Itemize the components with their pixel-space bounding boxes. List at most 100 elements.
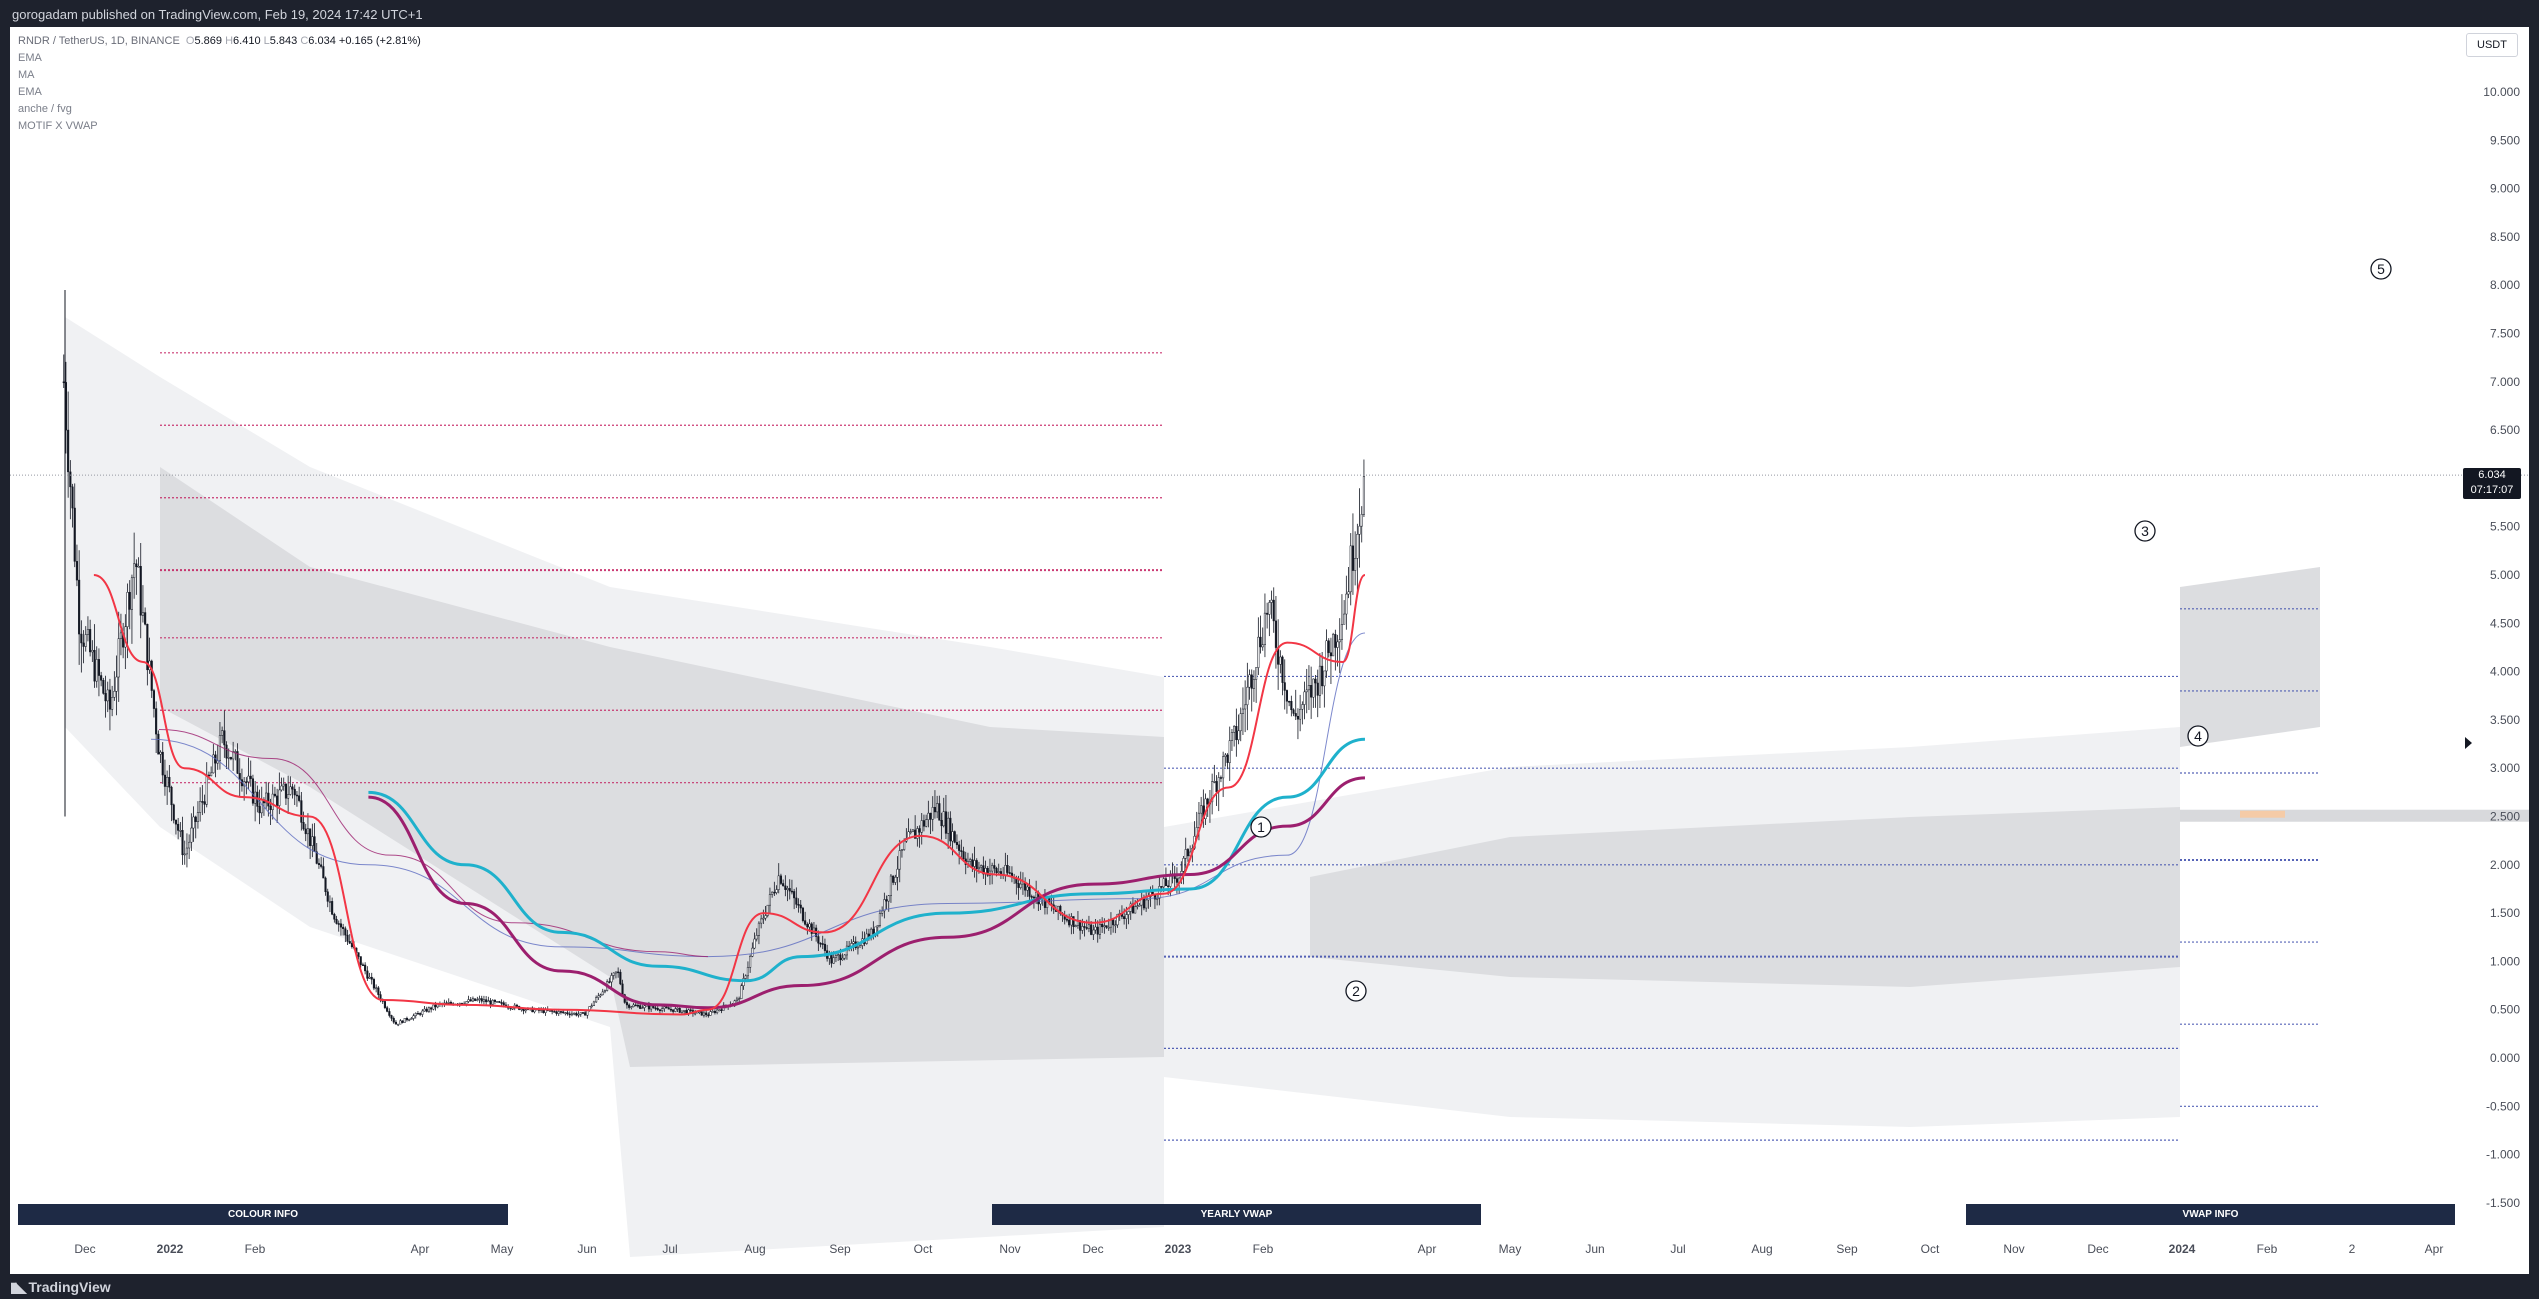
x-tick-14: Apr [1418,1242,1437,1256]
candle-body [911,829,914,832]
y-tick-21: -0.500 [2486,1099,2520,1113]
candle-body [423,1008,426,1012]
candle-body [218,735,221,762]
indicator-ema-1[interactable]: EMA [18,52,42,64]
indicator-fvg[interactable]: anche / fvg [18,103,72,115]
y-tick-11: 4.500 [2490,616,2520,630]
indicator-vwap[interactable]: MOTIF X VWAP [18,120,98,132]
candle-body [577,1013,580,1016]
indicator-ma[interactable]: MA [18,69,35,81]
candle-body [634,1004,637,1007]
wave-label-1: 1 [1250,816,1272,838]
candle [922,814,925,832]
price-chart[interactable]: 10.0009.5009.0008.5008.0007.5007.0006.50… [10,27,2529,1274]
candle-body [155,708,158,735]
symbol-title[interactable]: RNDR / TetherUS, 1D, BINANCE [18,35,180,47]
wave-number: 2 [1352,983,1360,999]
candle [386,1005,389,1013]
x-tick-12: 2023 [1165,1242,1192,1256]
candle [430,1006,433,1013]
x-tick-19: Sep [1836,1242,1858,1256]
vwap-thin-line [151,632,1366,958]
currency-button[interactable]: USDT [2466,33,2518,57]
candle [837,953,840,961]
candle [498,1000,501,1003]
yearly-vwap-button[interactable]: YEARLY VWAP [992,1204,1481,1225]
candle-body [801,907,804,921]
candle-body [1070,916,1073,926]
high-value: 6.410 [233,35,261,47]
candle [302,811,305,831]
candle-body [493,999,496,1002]
candle-body [249,775,252,779]
candle [797,898,800,913]
candle [1274,595,1277,669]
candle-body [771,891,774,895]
candle-body [311,836,314,846]
candle-body [1026,886,1029,891]
colour-info-button[interactable]: COLOUR INFO [18,1204,508,1225]
candle-body [766,904,769,916]
candle [892,875,895,886]
candle-body [1351,545,1354,571]
candle [986,866,989,877]
candle-body [276,795,279,806]
candle [144,607,147,626]
candle [78,550,81,665]
candle [282,777,285,791]
candle-body [370,976,373,980]
candle [1277,619,1280,690]
candle-body [628,1004,631,1008]
candle [894,874,897,886]
tradingview-logo[interactable]: ▮◣ TradingView [10,1279,111,1296]
x-tick-22: Dec [2087,1242,2108,1256]
candle-body [639,1005,642,1009]
candle-body [113,691,116,698]
candle-body [295,794,298,797]
chart-frame[interactable]: 10.000 9.500 9.000 8.500 8.000 7.500 7.000 6.50… [10,27,2529,1274]
candle [1096,920,1099,943]
candle-body [80,633,83,644]
vwap-info-button[interactable]: VWAP INFO [1966,1204,2455,1225]
candle-body [342,926,345,929]
candle-body [335,918,338,924]
indicator-ema-2[interactable]: EMA [18,86,42,98]
candle-body [553,1011,556,1013]
candle-body [146,623,149,671]
candle-body [1307,685,1310,691]
candle [1145,891,1148,912]
candle-body [823,943,826,951]
candle [106,681,109,713]
publish-bar: gorogadam published on TradingView.com, … [0,0,2539,27]
candle-body [1279,656,1282,665]
candle-body [1081,926,1084,931]
candle-body [559,1011,562,1013]
candle-body [1083,926,1086,928]
candle-body [106,689,109,702]
candle [1248,669,1251,700]
candle-body [119,632,122,639]
candle [295,790,298,807]
candle-body [942,811,945,827]
candle [760,914,763,929]
candle-body [797,904,800,906]
candle [1316,669,1319,718]
candle [782,879,785,887]
candle-body [960,850,963,852]
candle-body [1327,640,1330,653]
candle-body [603,990,606,993]
candle-body [150,660,153,691]
candle-body [592,1001,595,1006]
y-tick-2: 9.000 [2490,182,2520,196]
candle [1310,666,1313,719]
x-tick-21: Nov [2003,1242,2024,1256]
candle-body [117,638,120,678]
candle-body [799,904,802,909]
candle-body [333,914,336,920]
candle [898,839,901,883]
wave-label-2: 2 [1345,980,1367,1002]
candle-body [788,888,791,892]
candle-body [412,1015,415,1019]
candle-body [744,975,747,979]
y-tick-18: 1.000 [2490,954,2520,968]
